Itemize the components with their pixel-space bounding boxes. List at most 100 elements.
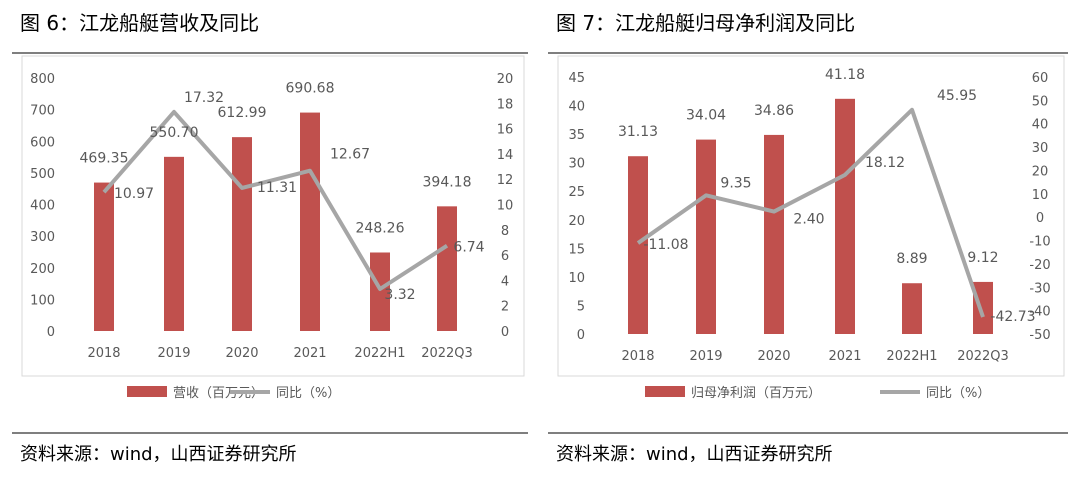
line-label: 3.32 — [384, 287, 415, 303]
bar — [973, 281, 993, 334]
y-left-tick: 100 — [30, 293, 55, 308]
y-right-tick: 8 — [501, 224, 509, 239]
y-right-tick: 6 — [501, 249, 509, 264]
x-tick: 2020 — [225, 346, 258, 361]
y-left-tick: 30 — [568, 157, 585, 172]
bar — [232, 137, 252, 331]
y-right-tick: 0 — [501, 325, 509, 340]
y-left-tick: 35 — [568, 128, 585, 143]
y-right-tick: 50 — [1032, 94, 1049, 109]
x-tick: 2022H1 — [886, 349, 937, 364]
y-right-tick: -30 — [1029, 281, 1050, 296]
x-tick: 2018 — [87, 346, 120, 361]
legend-bar-swatch — [127, 386, 167, 397]
y-right-tick: 10 — [497, 199, 514, 214]
y-left-tick: 10 — [568, 271, 585, 286]
x-tick: 2019 — [689, 349, 722, 364]
legend-line-label: 同比（%） — [926, 386, 990, 401]
bar-label: 394.18 — [423, 174, 472, 190]
y-right-tick: 20 — [497, 72, 514, 87]
bar-label: 690.68 — [286, 81, 335, 97]
line-label: 17.32 — [184, 90, 224, 106]
y-right-tick: -40 — [1029, 305, 1050, 320]
bar-label: 31.13 — [618, 124, 658, 140]
x-tick: 2022Q3 — [421, 346, 473, 361]
legend-line-label: 同比（%） — [276, 386, 340, 401]
bar — [300, 112, 320, 331]
bar — [835, 98, 855, 335]
y-left-tick: 600 — [30, 135, 55, 150]
y-left-tick: 45 — [568, 71, 585, 86]
y-right-tick: 12 — [497, 173, 514, 188]
y-left-tick: 500 — [30, 167, 55, 182]
y-left-tick: 700 — [30, 104, 55, 119]
legend-bar-label: 营收（百万元） — [173, 386, 264, 401]
line-label: 9.35 — [720, 175, 751, 191]
source-note: 资料来源：wind，山西证券研究所 — [556, 444, 833, 465]
x-tick: 2020 — [757, 349, 790, 364]
line-label: 10.97 — [114, 186, 154, 202]
legend-bar-swatch — [645, 386, 685, 397]
chart-title: 图 6：江龙船艇营收及同比 — [20, 11, 259, 35]
x-tick: 2019 — [157, 346, 190, 361]
x-tick: 2022H1 — [354, 346, 405, 361]
bar-label: 34.04 — [686, 108, 726, 124]
line-label: 18.12 — [865, 155, 905, 171]
bar-label: 469.35 — [80, 151, 129, 167]
y-left-tick: 400 — [30, 199, 55, 214]
y-left-tick: 0 — [47, 325, 55, 340]
y-right-tick: 10 — [1032, 188, 1049, 203]
y-right-tick: 30 — [1032, 141, 1049, 156]
y-right-tick: 40 — [1032, 118, 1049, 133]
x-tick: 2018 — [621, 349, 654, 364]
x-tick: 2021 — [828, 349, 861, 364]
y-left-tick: 5 — [577, 299, 585, 314]
y-left-tick: 25 — [568, 185, 585, 200]
line-label: 2.40 — [793, 212, 824, 228]
bar — [370, 252, 390, 331]
bar — [764, 134, 784, 334]
legend-bar-label: 归母净利润（百万元） — [691, 386, 821, 401]
y-right-tick: 60 — [1032, 71, 1049, 86]
y-right-tick: -50 — [1029, 328, 1050, 343]
y-left-tick: 0 — [577, 328, 585, 343]
y-left-tick: 15 — [568, 242, 585, 257]
line-label: 6.74 — [453, 240, 484, 256]
line-label: 12.67 — [330, 147, 370, 163]
line-label: -11.08 — [643, 237, 688, 253]
bar — [902, 283, 922, 334]
y-right-tick: 4 — [501, 274, 509, 289]
bar — [94, 182, 114, 331]
yoy-line — [636, 107, 985, 318]
bar — [164, 156, 184, 331]
bar — [437, 206, 457, 331]
bar — [696, 139, 716, 334]
y-left-tick: 200 — [30, 262, 55, 277]
bar-label: 34.86 — [754, 103, 794, 119]
bar-label: 550.70 — [150, 125, 199, 141]
chart-title: 图 7：江龙船艇归母净利润及同比 — [556, 11, 855, 35]
bar-label: 8.89 — [896, 251, 927, 267]
source-note: 资料来源：wind，山西证券研究所 — [20, 444, 297, 465]
bar-label: 612.99 — [218, 105, 267, 121]
x-tick: 2021 — [293, 346, 326, 361]
bar-label: 9.12 — [967, 250, 998, 266]
line-label: -42.73 — [990, 309, 1035, 325]
bar-label: 41.18 — [825, 67, 865, 83]
y-right-tick: 20 — [1032, 164, 1049, 179]
y-right-tick: 18 — [497, 97, 514, 112]
x-tick: 2022Q3 — [957, 349, 1009, 364]
line-label: 45.95 — [937, 88, 977, 104]
y-left-tick: 300 — [30, 230, 55, 245]
y-right-tick: -10 — [1029, 235, 1050, 250]
line-label: 11.31 — [257, 180, 297, 196]
chart-panel-1: 图 6：江龙船艇营收及同比资料来源：wind，山西证券研究所0100200300… — [12, 11, 528, 465]
y-left-tick: 40 — [568, 100, 585, 115]
y-right-tick: -20 — [1029, 258, 1050, 273]
y-right-tick: 16 — [497, 123, 514, 138]
yoy-line — [102, 109, 449, 292]
y-left-tick: 20 — [568, 214, 585, 229]
chart-frame — [557, 55, 1065, 377]
